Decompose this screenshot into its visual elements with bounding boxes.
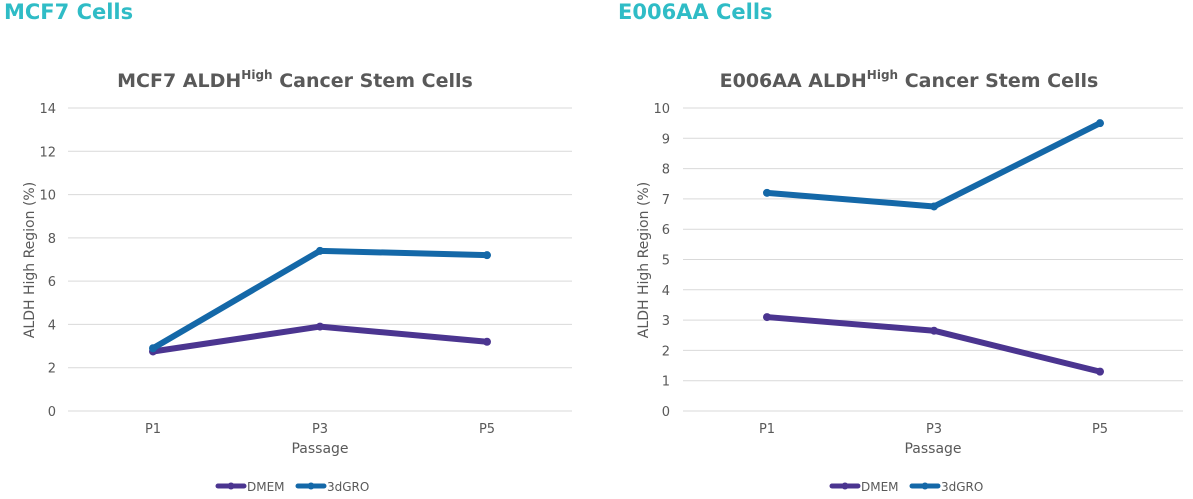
y-tick-label: 8 [662,163,670,178]
legend-marker [307,482,315,490]
legend-label: 3dGRO [941,480,983,494]
chart-title: E006AA ALDHHigh Cancer Stem Cells [720,68,1099,92]
y-tick-label: 1 [662,375,670,390]
series-line-3dgro [766,120,1102,210]
data-point [763,188,771,197]
data-point [483,337,491,346]
mcf7-header: MCF7 Cells [4,0,134,24]
x-tick-label: P3 [926,422,942,437]
y-tick-label: 2 [662,344,670,359]
y-tick-label: 9 [662,132,670,147]
y-tick-label: 0 [662,405,670,420]
y-tick-label: 10 [39,189,56,204]
y-tick-label: 10 [653,102,670,117]
y-tick-label: 5 [662,254,670,269]
legend-marker [841,482,849,490]
y-tick-label: 4 [48,318,56,333]
legend-label: DMEM [247,480,285,494]
data-point [149,344,157,353]
data-point [483,251,491,260]
data-point [316,246,324,255]
legend-marker [227,482,235,490]
x-tick-label: P1 [759,422,775,437]
x-axis-label: Passage [291,441,348,457]
series-line-3dgro [151,247,488,351]
y-tick-label: 6 [48,275,56,290]
x-tick-label: P5 [1092,422,1108,437]
legend-label: 3dGRO [327,480,369,494]
data-point [1096,119,1104,128]
y-tick-label: 2 [48,362,56,377]
x-axis-label: Passage [904,441,961,457]
y-tick-label: 8 [48,232,56,247]
chart-title: MCF7 ALDHHigh Cancer Stem Cells [117,68,473,92]
x-tick-label: P3 [312,422,328,437]
series-line-dmem [766,314,1101,375]
data-point [1096,367,1104,376]
y-tick-label: 6 [662,223,670,238]
data-point [930,202,938,211]
y-tick-label: 12 [39,145,56,160]
y-tick-label: 14 [39,102,56,117]
y-axis-label: ALDH High Region (%) [22,182,38,338]
y-axis-label: ALDH High Region (%) [636,182,652,338]
legend-marker [921,482,929,490]
y-tick-label: 4 [662,284,670,299]
y-tick-label: 7 [662,193,670,208]
legend-label: DMEM [861,480,899,494]
x-tick-label: P1 [145,422,161,437]
y-tick-label: 0 [48,405,56,420]
x-tick-label: P5 [479,422,495,437]
e006aa-header: E006AA Cells [618,0,773,24]
y-tick-label: 3 [662,314,670,329]
data-point [316,322,324,331]
data-point [930,326,938,335]
data-point [763,313,771,322]
